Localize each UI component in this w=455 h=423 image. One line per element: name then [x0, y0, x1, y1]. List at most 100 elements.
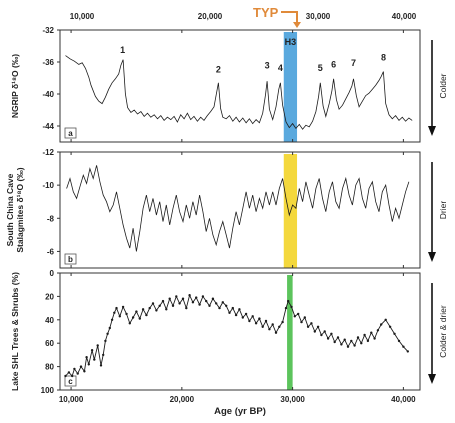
data-point: [228, 311, 231, 314]
data-point: [93, 358, 96, 361]
data-point: [330, 332, 333, 335]
data-point: [185, 306, 188, 310]
event-label: 5: [318, 63, 323, 73]
data-point: [360, 342, 363, 345]
event-label: 1: [120, 45, 125, 55]
data-point: [106, 332, 109, 335]
top-tick-label: 10,000: [70, 12, 95, 21]
typ-arrow-icon: [281, 11, 298, 24]
highlight-band: [287, 275, 293, 390]
arrow-label: Colder & drier: [438, 305, 448, 358]
data-point: [274, 331, 278, 334]
data-point: [208, 304, 211, 307]
data-point: [87, 363, 91, 366]
data-point: [297, 312, 300, 316]
data-point: [108, 326, 112, 330]
data-point: [125, 312, 128, 316]
data-point: [251, 315, 254, 318]
data-point: [316, 325, 320, 328]
data-point: [234, 313, 238, 317]
panel-label-box: [64, 127, 77, 139]
data-point: [310, 322, 313, 325]
plot-frame: [59, 29, 421, 143]
event-label: 6: [331, 60, 336, 70]
data-point: [165, 308, 168, 311]
top-tick-label: 30,000: [306, 12, 331, 21]
data-point: [336, 336, 340, 339]
data-point: [195, 296, 198, 299]
data-point: [384, 318, 387, 321]
x-tick-label: 40,000: [391, 395, 416, 404]
data-point: [397, 339, 401, 343]
panel-label: b: [68, 255, 73, 264]
data-point: [254, 322, 258, 325]
data-point: [281, 320, 284, 324]
data-point: [168, 297, 171, 300]
data-point: [290, 305, 293, 309]
data-point: [175, 295, 178, 298]
plot-frame: [59, 151, 421, 269]
data-point: [155, 309, 158, 312]
data-point: [221, 301, 224, 304]
data-point: [278, 325, 281, 328]
plot-frame: [59, 272, 421, 391]
data-point: [353, 344, 356, 347]
typ-arrowhead-icon: [293, 22, 301, 28]
data-point: [388, 325, 392, 328]
data-point: [333, 340, 336, 344]
y-axis-label: NGRIP δ¹⁸O (‰): [10, 54, 20, 118]
y-tick-label: -10: [42, 181, 54, 190]
y-tick-label: 40: [45, 316, 54, 325]
data-point: [178, 302, 181, 305]
data-point: [244, 312, 248, 316]
x-axis-label: Age (yr BP): [214, 406, 266, 417]
data-point: [188, 294, 191, 297]
y-tick-label: -32: [42, 26, 54, 35]
data-point: [90, 349, 94, 352]
data-point: [113, 311, 116, 314]
data-point: [211, 297, 215, 300]
data-point: [79, 365, 83, 368]
panel-label: a: [68, 129, 73, 138]
arrow-label: Drier: [438, 201, 448, 220]
data-point: [151, 302, 155, 305]
data-point: [350, 339, 353, 343]
top-axis: 10,000 20,000 30,000 40,000: [70, 12, 417, 21]
data-point: [293, 315, 296, 318]
data-point: [393, 332, 396, 335]
y-tick-label: -8: [47, 214, 55, 223]
data-point: [118, 315, 122, 318]
data-point: [268, 328, 271, 331]
data-point: [313, 330, 316, 333]
data-point: [121, 305, 125, 309]
data-point: [284, 306, 288, 310]
data-point: [300, 320, 303, 324]
data-point: [138, 317, 141, 320]
data-point: [264, 319, 268, 323]
data-point: [363, 333, 366, 337]
y-tick-label: 0: [50, 269, 55, 278]
top-tick-label: 20,000: [198, 12, 223, 21]
data-point: [326, 337, 330, 340]
data-point: [198, 303, 201, 306]
x-tick-label: 10,000: [59, 395, 84, 404]
series-line: [65, 55, 413, 130]
data-point: [303, 316, 306, 319]
event-label: 8: [381, 52, 386, 62]
y-tick-label: -36: [42, 58, 54, 67]
data-point: [261, 325, 264, 328]
data-point: [115, 306, 118, 310]
data-point: [271, 323, 274, 326]
data-point: [191, 301, 195, 304]
down-arrowhead-icon: [428, 252, 436, 262]
panel-stalagmites: -12 -10 -8 -6 South China Cave Stalagmites δ¹…: [5, 148, 448, 269]
event-label: 2: [216, 64, 221, 74]
data-point: [131, 316, 135, 319]
data-point: [161, 299, 165, 303]
panel-label: c: [68, 377, 73, 386]
y-tick-label: 60: [45, 339, 54, 348]
data-point: [67, 371, 71, 374]
data-point: [83, 370, 86, 373]
data-point: [320, 333, 323, 337]
